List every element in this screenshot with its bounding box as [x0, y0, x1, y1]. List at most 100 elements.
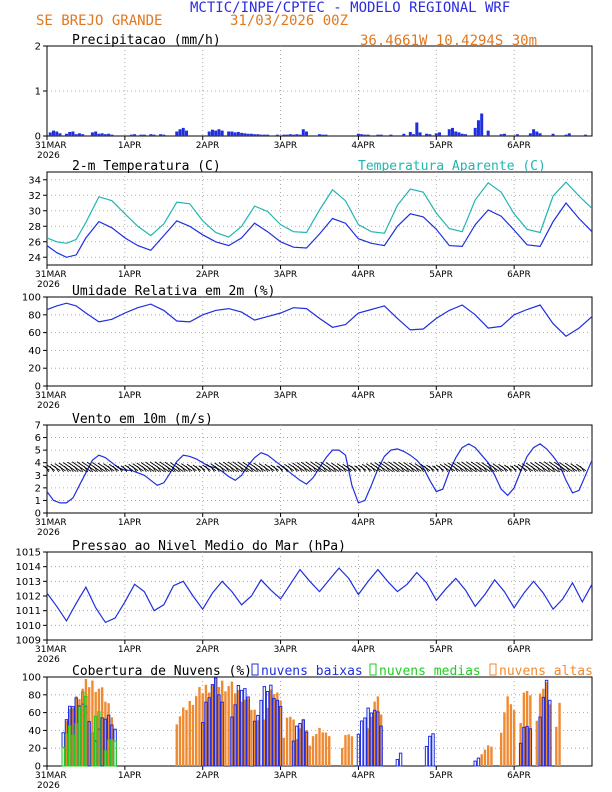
cloud-high-bar — [480, 754, 483, 766]
wind-barb-feather — [161, 465, 167, 473]
cloud-low-bar — [236, 685, 241, 767]
wind-barb-feather — [550, 465, 556, 473]
precip-bar — [282, 134, 286, 136]
pres-ytick-label: 1010 — [16, 621, 41, 632]
precip-bar — [564, 134, 568, 136]
wind-barb-feather — [380, 465, 386, 473]
rh-xtick-label: 2APR — [196, 391, 220, 401]
cloud-mid-bar — [97, 711, 101, 767]
wind-barb-feather — [215, 465, 220, 473]
wind-barb-feather — [385, 465, 390, 473]
precip-bar — [243, 133, 247, 136]
wind-barb-feather — [322, 465, 327, 473]
cloud-low-bar — [428, 735, 432, 767]
cloud-high-bar — [185, 709, 188, 766]
cloud-low-bar — [295, 725, 299, 767]
cloud-low-bar — [522, 726, 526, 767]
pres-ytick-label: 1012 — [16, 592, 41, 603]
cloud-low-bar — [275, 699, 280, 767]
precip-bar — [178, 129, 182, 136]
cloud-high-bar — [276, 692, 279, 766]
cloud-high-bar — [74, 696, 78, 766]
cloud-low-bar — [301, 719, 305, 767]
precip-xtick-label: 4APR — [351, 141, 375, 151]
wind-barb-feather — [224, 465, 230, 473]
precip-bar — [214, 130, 218, 136]
wind-barb-feather — [424, 465, 429, 473]
cloud-high-bar — [529, 695, 532, 766]
precip-bar — [457, 132, 461, 136]
wind-barb-feather — [200, 465, 206, 473]
wind-barb-feather — [239, 465, 244, 473]
precip-bar — [236, 131, 240, 136]
temp-ytick-label: 24 — [28, 253, 41, 264]
precip-bar — [90, 132, 94, 136]
clouds-ytick-label: 40 — [28, 726, 41, 737]
cloud-high-bar — [227, 686, 230, 766]
precip-bar — [217, 129, 221, 136]
wind-xtick-label: 6APR — [507, 518, 531, 528]
wind-barb-feather — [526, 465, 532, 473]
wind-barb-feather — [579, 465, 585, 473]
cloud-high-bar — [538, 693, 542, 766]
precip-bar — [463, 134, 467, 136]
cloud-high-bar — [344, 735, 347, 766]
wind-xtick-label: 3APR — [274, 518, 298, 528]
rh-ytick-label: 20 — [28, 364, 41, 375]
wind-barb-feather — [361, 465, 366, 473]
wind-barb-feather — [234, 465, 240, 473]
cloud-low-bar — [363, 717, 367, 767]
cloud-high-bar — [315, 733, 318, 766]
cloud-low-bar — [372, 709, 377, 767]
cloud-low-bar — [473, 760, 477, 767]
cloud-high-bar — [370, 716, 373, 766]
wind-barb-feather — [326, 465, 332, 473]
cloud-high-bar — [107, 703, 110, 766]
cloud-high-bar — [289, 716, 292, 766]
precip-bar — [77, 133, 81, 136]
temp-xtick-label: 1APR — [118, 270, 142, 280]
precip-bar — [318, 134, 321, 136]
cloud-high-bar — [522, 692, 526, 766]
wind-barb-feather — [477, 465, 483, 473]
precip-bar — [71, 131, 75, 136]
rh-title: Umidade Relativa em 2m (%) — [72, 284, 276, 299]
temp-apparent-title: Temperatura Aparente (C) — [358, 159, 546, 174]
precip-ytick-label: 1 — [35, 87, 41, 98]
precip-bar — [97, 133, 101, 136]
wind-barb-feather — [112, 465, 118, 473]
wind-barb-feather — [433, 465, 439, 473]
temp-ytick-label: 28 — [28, 222, 41, 233]
clouds-legend-label: nuvens medias — [379, 664, 481, 679]
precip-bar — [110, 134, 114, 136]
precip-xtick-label: 2APR — [196, 141, 220, 151]
wind-barb-feather — [302, 465, 308, 473]
cloud-mid-bar — [61, 746, 65, 767]
cloud-high-bar — [525, 690, 529, 766]
wind-barb-feather — [365, 465, 371, 473]
cloud-low-bar — [528, 728, 533, 767]
precip-bar — [162, 134, 166, 136]
temp-xtick-label: 4APR — [351, 270, 375, 280]
cloud-high-bar — [100, 687, 104, 766]
cloud-high-bar — [324, 732, 328, 766]
pres-ytick-label: 1009 — [16, 636, 41, 647]
rh-frame — [46, 296, 593, 387]
wind-ytick-label: 4 — [35, 458, 41, 469]
precip-title: Precipitacao (mm/h) — [72, 33, 221, 48]
wind-barb-feather — [253, 465, 259, 473]
precip-bar — [428, 134, 432, 136]
precip-bar — [356, 133, 360, 136]
cloud-high-bar — [220, 680, 224, 766]
wind-barb-feather — [414, 465, 420, 473]
precip-bar — [418, 132, 422, 136]
cloud-high-bar — [272, 694, 276, 766]
cloud-low-bar — [398, 752, 403, 767]
precip-bar — [438, 132, 442, 136]
cloud-high-bar — [282, 737, 286, 766]
wind-barb-feather — [244, 465, 249, 473]
precip-bar — [129, 134, 133, 136]
wind-xtick-year: 2026 — [37, 528, 60, 538]
precip-bar — [434, 133, 438, 136]
